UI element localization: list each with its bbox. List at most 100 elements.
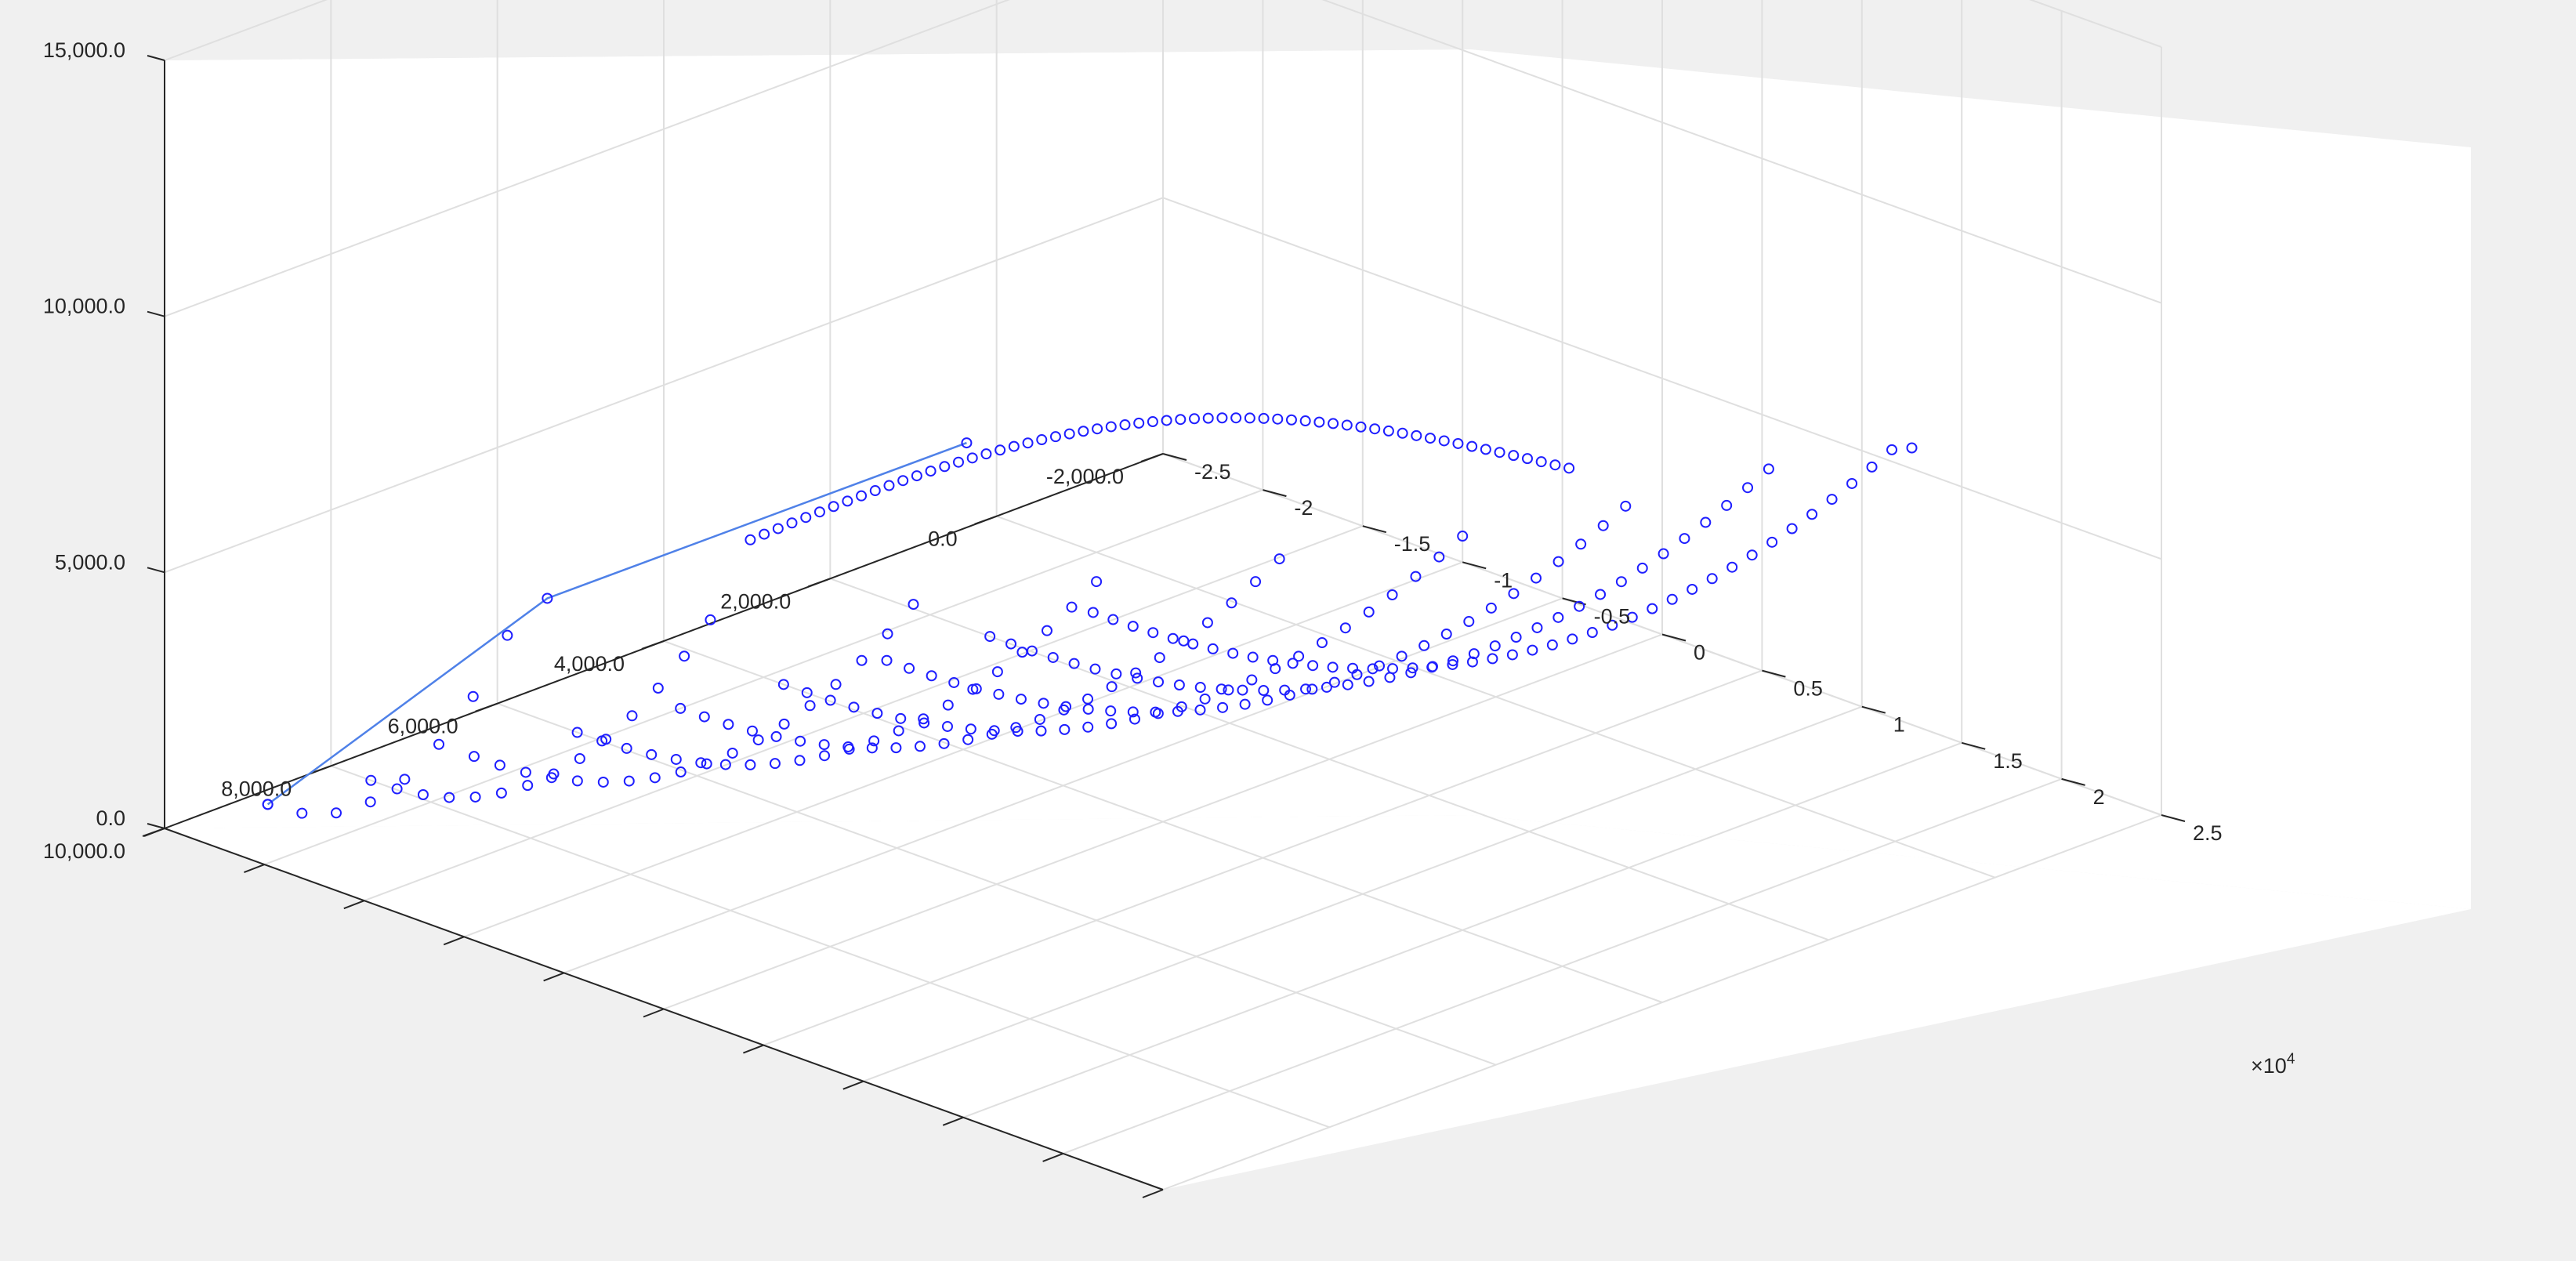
data-point bbox=[1202, 412, 1214, 424]
data-point bbox=[1129, 713, 1140, 725]
data-point bbox=[830, 679, 842, 690]
data-point bbox=[1721, 499, 1733, 511]
data-point bbox=[1239, 698, 1251, 710]
data-point bbox=[646, 748, 658, 760]
data-point bbox=[365, 774, 377, 786]
x-tick-mark bbox=[1362, 525, 1387, 534]
data-point bbox=[1552, 556, 1564, 567]
data-point bbox=[1531, 621, 1543, 633]
grid-line bbox=[663, 640, 1663, 1003]
data-point bbox=[1549, 459, 1561, 471]
data-point bbox=[1687, 583, 1698, 595]
tick-labels: -2.5 -2 -1.5 -1 -0.5 0 0.5 1 1.5 2 2.5 -2,000.0 0.0 2… bbox=[43, 38, 2223, 863]
data-point bbox=[1786, 523, 1798, 534]
data-point bbox=[1407, 662, 1418, 674]
data-point bbox=[1535, 456, 1547, 468]
data-point bbox=[1328, 676, 1340, 688]
data-point bbox=[1167, 632, 1179, 644]
grid-line bbox=[164, 0, 1010, 317]
data-point bbox=[649, 772, 661, 784]
data-point bbox=[1119, 419, 1131, 431]
x-tick-label: 0 bbox=[1694, 641, 1705, 665]
data-point bbox=[1386, 589, 1398, 600]
data-point bbox=[1387, 663, 1399, 675]
grid-line bbox=[996, 515, 1996, 879]
data-point bbox=[1107, 614, 1119, 625]
z-tick-mark bbox=[147, 310, 165, 317]
data-point bbox=[1494, 447, 1505, 458]
data-point bbox=[1015, 694, 1027, 705]
data-point bbox=[1363, 676, 1375, 687]
data-point bbox=[842, 741, 854, 752]
data-point bbox=[1105, 421, 1117, 433]
data-point bbox=[522, 780, 534, 792]
data-point bbox=[1531, 572, 1542, 584]
data-point bbox=[1133, 417, 1145, 429]
data-point bbox=[1258, 685, 1270, 697]
y-tick-label: 0.0 bbox=[928, 527, 958, 551]
data-point bbox=[1173, 679, 1185, 690]
data-point bbox=[1091, 576, 1103, 588]
data-point bbox=[804, 700, 816, 712]
data-point bbox=[621, 742, 632, 754]
data-point bbox=[1110, 668, 1122, 679]
data-point bbox=[893, 725, 904, 737]
x-tick-mark bbox=[2061, 777, 2085, 786]
data-point bbox=[948, 676, 960, 688]
data-point bbox=[1410, 571, 1422, 582]
data-point bbox=[881, 654, 893, 666]
grid-line bbox=[164, 197, 1164, 574]
data-point bbox=[719, 759, 731, 770]
x-tick-mark bbox=[1661, 633, 1687, 642]
data-point bbox=[1285, 414, 1297, 426]
data-point bbox=[970, 683, 982, 694]
data-point bbox=[984, 631, 996, 643]
x-tick-mark bbox=[1762, 669, 1786, 678]
data-point bbox=[1078, 426, 1089, 437]
data-point bbox=[1742, 482, 1754, 494]
data-point bbox=[904, 662, 915, 674]
data-point bbox=[1489, 640, 1501, 652]
data-point bbox=[848, 701, 860, 713]
data-point bbox=[1746, 549, 1758, 561]
data-point bbox=[1700, 516, 1712, 528]
data-point bbox=[890, 742, 902, 754]
data-point bbox=[1307, 660, 1319, 672]
data-point bbox=[444, 792, 455, 803]
data-point bbox=[769, 758, 781, 770]
data-point bbox=[1279, 684, 1291, 696]
data-point bbox=[1127, 621, 1139, 632]
grid-line bbox=[1162, 197, 2162, 560]
data-point bbox=[911, 470, 922, 482]
data-point bbox=[1433, 551, 1445, 563]
data-point bbox=[1886, 444, 1898, 455]
data-point bbox=[1626, 611, 1638, 623]
data-point bbox=[1132, 672, 1143, 684]
data-point bbox=[1506, 649, 1518, 661]
data-point bbox=[745, 534, 756, 545]
data-point bbox=[1036, 434, 1048, 446]
data-point bbox=[1147, 627, 1159, 639]
data-point bbox=[1355, 421, 1367, 433]
data-point bbox=[842, 495, 853, 507]
data-point bbox=[1258, 412, 1270, 424]
x-tick-mark bbox=[643, 1008, 665, 1018]
data-point bbox=[1647, 603, 1658, 614]
data-point bbox=[364, 796, 376, 808]
data-point bbox=[868, 735, 880, 747]
data-point bbox=[1022, 437, 1034, 449]
y-tick-mark bbox=[807, 578, 831, 588]
data-point bbox=[1216, 683, 1227, 695]
data-point bbox=[1396, 650, 1408, 662]
x-tick-mark bbox=[1562, 597, 1586, 606]
data-point bbox=[965, 723, 976, 735]
x-axis-multiplier: ×104 bbox=[2251, 1051, 2295, 1078]
series-line bbox=[266, 441, 967, 806]
grid-line bbox=[330, 765, 1330, 1129]
data-point bbox=[1508, 588, 1520, 600]
data-point bbox=[623, 775, 635, 787]
data-point bbox=[1106, 718, 1118, 730]
x-tick-mark bbox=[1042, 1152, 1063, 1162]
data-point bbox=[941, 720, 953, 732]
data-point bbox=[1574, 600, 1585, 612]
